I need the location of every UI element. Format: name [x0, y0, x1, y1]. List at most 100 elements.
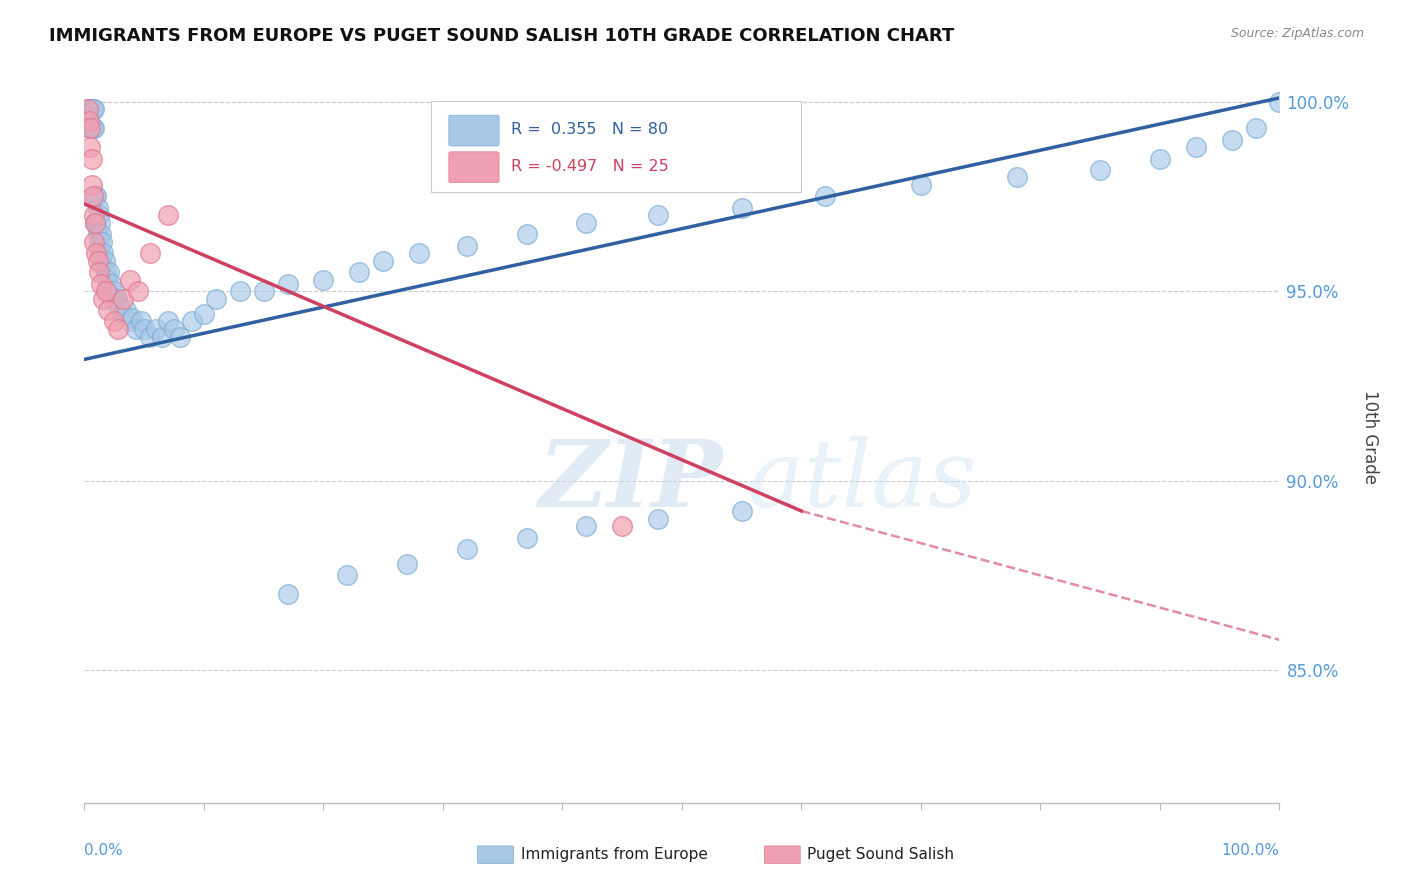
Point [127, 284, 149, 298]
Point [82, 189, 104, 203]
Point [80, 152, 103, 166]
Text: 100.0%: 100.0% [1222, 843, 1279, 858]
Point [125, 322, 148, 336]
Point [118, 314, 141, 328]
Point [93, 253, 115, 268]
Point [86, 216, 108, 230]
Point [107, 322, 129, 336]
Point [77, 113, 100, 128]
Point [83, 235, 105, 249]
Point [89, 246, 111, 260]
Point [80, 102, 103, 116]
Point [456, 238, 478, 252]
Point [82, 102, 104, 116]
Point [79, 121, 101, 136]
Point [731, 201, 754, 215]
Point [157, 208, 180, 222]
Point [277, 277, 299, 291]
Point [86, 227, 108, 242]
Text: Immigrants from Europe: Immigrants from Europe [520, 847, 707, 862]
Point [98, 265, 121, 279]
Point [80, 178, 103, 192]
FancyBboxPatch shape [478, 846, 513, 863]
Point [575, 216, 598, 230]
Point [86, 246, 108, 260]
Point [1244, 121, 1267, 136]
Point [575, 519, 598, 533]
Point [91, 258, 114, 272]
Point [150, 329, 173, 343]
Point [516, 227, 538, 242]
Point [93, 246, 115, 260]
Point [163, 322, 186, 336]
FancyBboxPatch shape [432, 101, 801, 192]
Point [396, 557, 419, 571]
Point [89, 216, 111, 230]
Point [229, 284, 252, 298]
Point [115, 303, 138, 318]
Point [83, 208, 105, 222]
Point [108, 299, 131, 313]
Text: ZIP: ZIP [538, 436, 723, 526]
Point [101, 292, 124, 306]
Point [910, 178, 932, 192]
Point [94, 265, 117, 279]
Point [83, 102, 105, 116]
Point [82, 121, 104, 136]
FancyBboxPatch shape [765, 846, 800, 863]
Point [111, 292, 134, 306]
Point [157, 314, 180, 328]
Point [129, 314, 152, 328]
Point [111, 307, 134, 321]
Text: 0.0%: 0.0% [84, 843, 124, 858]
Point [253, 284, 276, 298]
Point [408, 246, 430, 260]
Text: atlas: atlas [748, 436, 977, 526]
Point [516, 531, 538, 545]
Point [90, 277, 112, 291]
Point [87, 208, 110, 222]
Point [77, 102, 100, 116]
Point [1090, 162, 1112, 177]
Point [121, 310, 143, 325]
Point [814, 189, 837, 203]
Point [612, 519, 634, 533]
Point [1149, 152, 1171, 166]
Point [97, 284, 120, 298]
Point [118, 273, 141, 287]
Point [1220, 132, 1243, 146]
Point [647, 208, 669, 222]
Point [312, 273, 335, 287]
Point [87, 265, 110, 279]
Text: R =  0.355   N = 80: R = 0.355 N = 80 [510, 122, 668, 137]
Point [80, 121, 103, 136]
Point [647, 511, 669, 525]
Point [84, 216, 107, 230]
Point [97, 303, 120, 318]
Point [277, 587, 299, 601]
Point [90, 253, 112, 268]
Text: Puget Sound Salish: Puget Sound Salish [807, 847, 955, 862]
Point [1005, 170, 1028, 185]
Text: R = -0.497   N = 25: R = -0.497 N = 25 [510, 159, 669, 174]
FancyBboxPatch shape [449, 115, 499, 146]
Point [91, 235, 114, 249]
Point [79, 140, 101, 154]
Point [145, 322, 167, 336]
Point [1185, 140, 1208, 154]
Point [373, 253, 395, 268]
Point [105, 292, 128, 306]
Point [349, 265, 371, 279]
Point [77, 102, 100, 116]
Text: IMMIGRANTS FROM EUROPE VS PUGET SOUND SALISH 10TH GRADE CORRELATION CHART: IMMIGRANTS FROM EUROPE VS PUGET SOUND SA… [49, 27, 955, 45]
Point [456, 541, 478, 556]
Point [731, 504, 754, 518]
Y-axis label: 10th Grade: 10th Grade [1361, 390, 1378, 484]
Point [1268, 95, 1291, 109]
Point [100, 277, 122, 291]
Point [86, 201, 108, 215]
Point [79, 121, 101, 136]
Point [132, 322, 156, 336]
FancyBboxPatch shape [449, 152, 499, 183]
Text: Source: ZipAtlas.com: Source: ZipAtlas.com [1230, 27, 1364, 40]
